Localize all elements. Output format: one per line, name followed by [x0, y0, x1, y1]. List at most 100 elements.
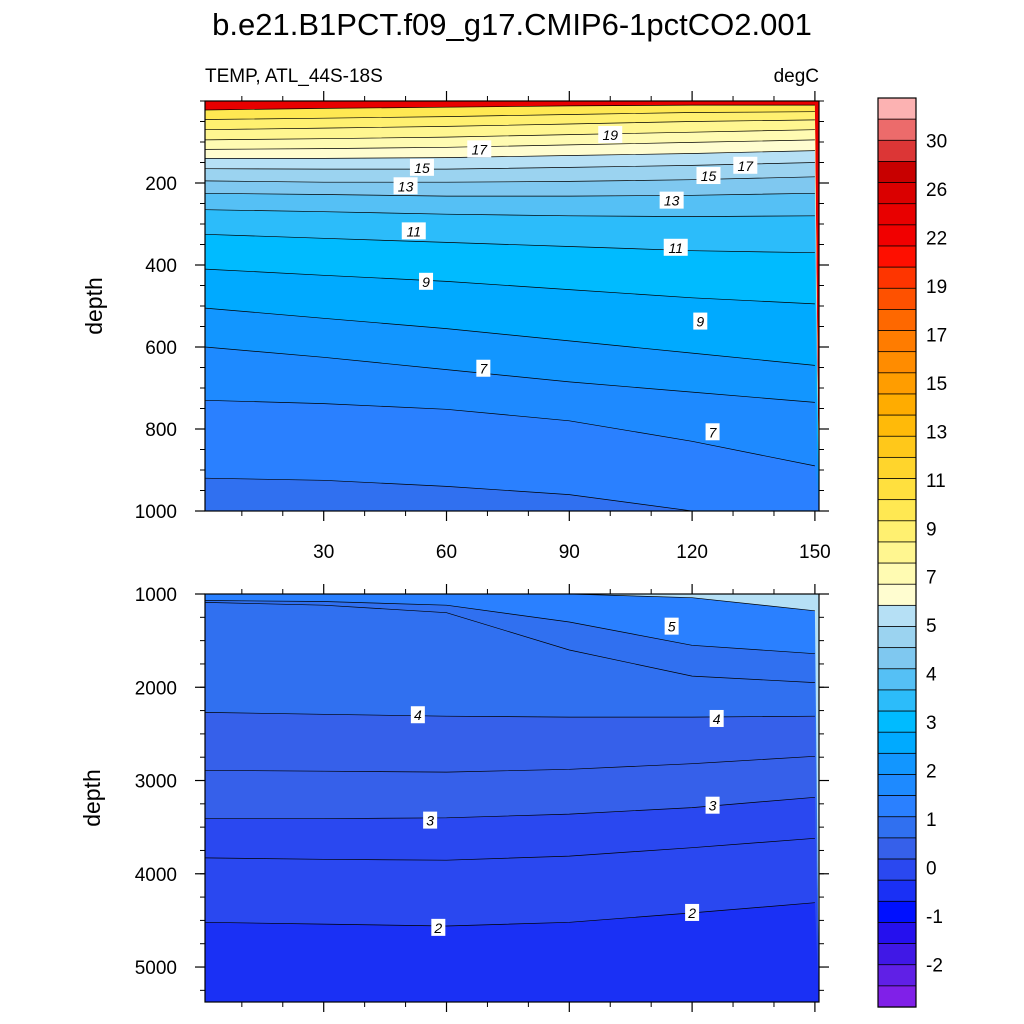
upper-isotherm-5: [205, 477, 815, 511]
upper-contour-label-5: 13: [393, 177, 418, 195]
colorbar-box-31: [877, 752, 917, 776]
figure-title: b.e21.B1PCT.f09_g17.CMIP6-1pctCO2.001: [212, 7, 812, 42]
upper-contour-label-7: 11: [401, 222, 426, 240]
colorbar-box-2: [877, 139, 917, 163]
colorbar-box-39: [877, 922, 917, 945]
upper-x-tick-label-4: 150: [799, 542, 831, 563]
subtitle-left: TEMP, ATL_44S-18S: [205, 66, 383, 87]
lower-contour-label-box-5: [431, 918, 446, 936]
colorbar-box-4: [877, 182, 917, 205]
lower-plot-frame: [204, 593, 820, 1003]
upper-contour-label-9: 9: [419, 272, 434, 290]
lower-isotherm-3.5: [205, 755, 815, 773]
upper-isotherm-12: [205, 192, 815, 197]
upper-contour-label-text-7: 11: [406, 223, 421, 239]
colorbar-box-15: [877, 414, 917, 437]
upper-band-5: [205, 478, 819, 511]
colorbar-box-16: [877, 435, 917, 458]
lower-contour-label-text-2: 4: [713, 711, 721, 727]
colorbar-box-17: [877, 456, 917, 480]
upper-isotherm-8: [205, 307, 815, 366]
upper-isotherm-15: [205, 150, 815, 159]
lower-y-axis-label: depth: [79, 769, 105, 827]
colorbar-box-7: [877, 245, 917, 268]
colorbar-box-12: [877, 351, 917, 374]
upper-isotherm-17: [205, 129, 815, 141]
lower-contour-label-box-2: [709, 709, 724, 727]
colorbar-label-2: 22: [926, 228, 947, 249]
lower-contour-label-text-5: 2: [433, 920, 442, 936]
colorbar-box-37: [877, 879, 917, 902]
lower-contour-lines: [205, 594, 815, 927]
colorbar-box-20: [877, 520, 917, 543]
upper-y-tick-label-2: 600: [145, 338, 177, 359]
upper-axes: 200 400 600 800 1000 30 60 90 120 150: [135, 91, 831, 563]
lower-band-2: [205, 902, 819, 1002]
upper-contour-label-text-3: 15: [414, 160, 430, 176]
lower-contour-label-box-6: [685, 903, 700, 921]
upper-contour-label-text-1: 17: [471, 141, 488, 157]
upper-contour-label-1: 17: [467, 140, 492, 158]
colorbar-box-29: [877, 710, 917, 733]
upper-contour-label-box-11: [476, 359, 491, 377]
colorbar-box-21: [877, 541, 917, 564]
upper-contour-label-10: 9: [693, 312, 708, 330]
upper-isotherm-7: [205, 346, 815, 403]
upper-x-tick-label-0: 30: [313, 542, 334, 563]
upper-contour-label-text-4: 15: [701, 168, 717, 184]
lower-isotherm-2.5: [205, 837, 815, 861]
colorbar-box-22: [877, 562, 917, 585]
upper-contour-label-0: 19: [598, 126, 623, 144]
upper-isotherm-9: [205, 268, 815, 305]
colorbar-box-28: [877, 689, 917, 712]
lower-isotherm-4.5: [205, 602, 815, 683]
upper-contour-label-11: 7: [476, 359, 491, 377]
lower-contour-label-box-1: [410, 706, 425, 724]
colorbar-box-38: [877, 900, 917, 924]
colorbar-box-24: [877, 604, 917, 628]
upper-contour-label-8: 11: [663, 238, 688, 256]
colorbar-box-33: [877, 795, 917, 818]
colorbar-label-15: 0: [926, 859, 937, 880]
upper-contour-label-text-10: 9: [696, 314, 704, 330]
colorbar-box-40: [877, 943, 917, 966]
upper-isotherm-18: [205, 119, 815, 131]
upper-y-tick-label-1: 400: [145, 256, 177, 277]
colorbar-box-6: [877, 224, 917, 247]
upper-contour-label-text-8: 11: [668, 240, 683, 256]
upper-contour-label-box-8: [663, 238, 688, 256]
upper-contour-label-box-3: [409, 158, 434, 176]
lower-axes: 1000 2000 3000 4000 5000: [135, 584, 829, 1012]
upper-contour-label-4: 15: [696, 167, 721, 185]
upper-contour-label-text-9: 9: [422, 274, 430, 290]
lower-contour-label-4: 3: [705, 796, 720, 814]
colorbar-label-8: 9: [926, 519, 937, 540]
upper-contour-label-text-5: 13: [398, 178, 414, 194]
colorbar-label-6: 13: [926, 422, 947, 443]
upper-contour-fill: [205, 101, 819, 511]
colorbar-box-26: [877, 647, 917, 670]
upper-contour-label-6: 13: [659, 191, 684, 209]
upper-isotherm-10: [205, 233, 815, 254]
upper-x-tick-label-2: 90: [559, 542, 580, 563]
colorbar-box-18: [877, 478, 917, 501]
colorbar-box-41: [877, 964, 917, 987]
colorbar-box-8: [877, 266, 917, 289]
upper-contour-label-text-2: 17: [738, 158, 755, 174]
colorbar-frame: [877, 97, 917, 1008]
lower-isotherm-6: [205, 594, 815, 612]
lower-contour-label-text-3: 3: [426, 813, 434, 829]
upper-isotherm-16: [205, 139, 815, 150]
lower-y-tick-label-3: 4000: [135, 865, 177, 886]
upper-contour-label-box-5: [393, 177, 418, 195]
colorbar-box-13: [877, 372, 917, 395]
upper-contour-label-box-9: [419, 272, 434, 290]
upper-contour-label-3: 15: [409, 158, 434, 176]
colorbar-label-16: -1: [926, 907, 943, 928]
colorbar-box-0: [877, 97, 917, 120]
lower-isotherm-2: [205, 902, 815, 927]
lower-contour-fill: [205, 594, 819, 1002]
upper-x-tick-label-3: 120: [676, 542, 708, 563]
upper-contour-label-text-6: 13: [664, 193, 680, 209]
